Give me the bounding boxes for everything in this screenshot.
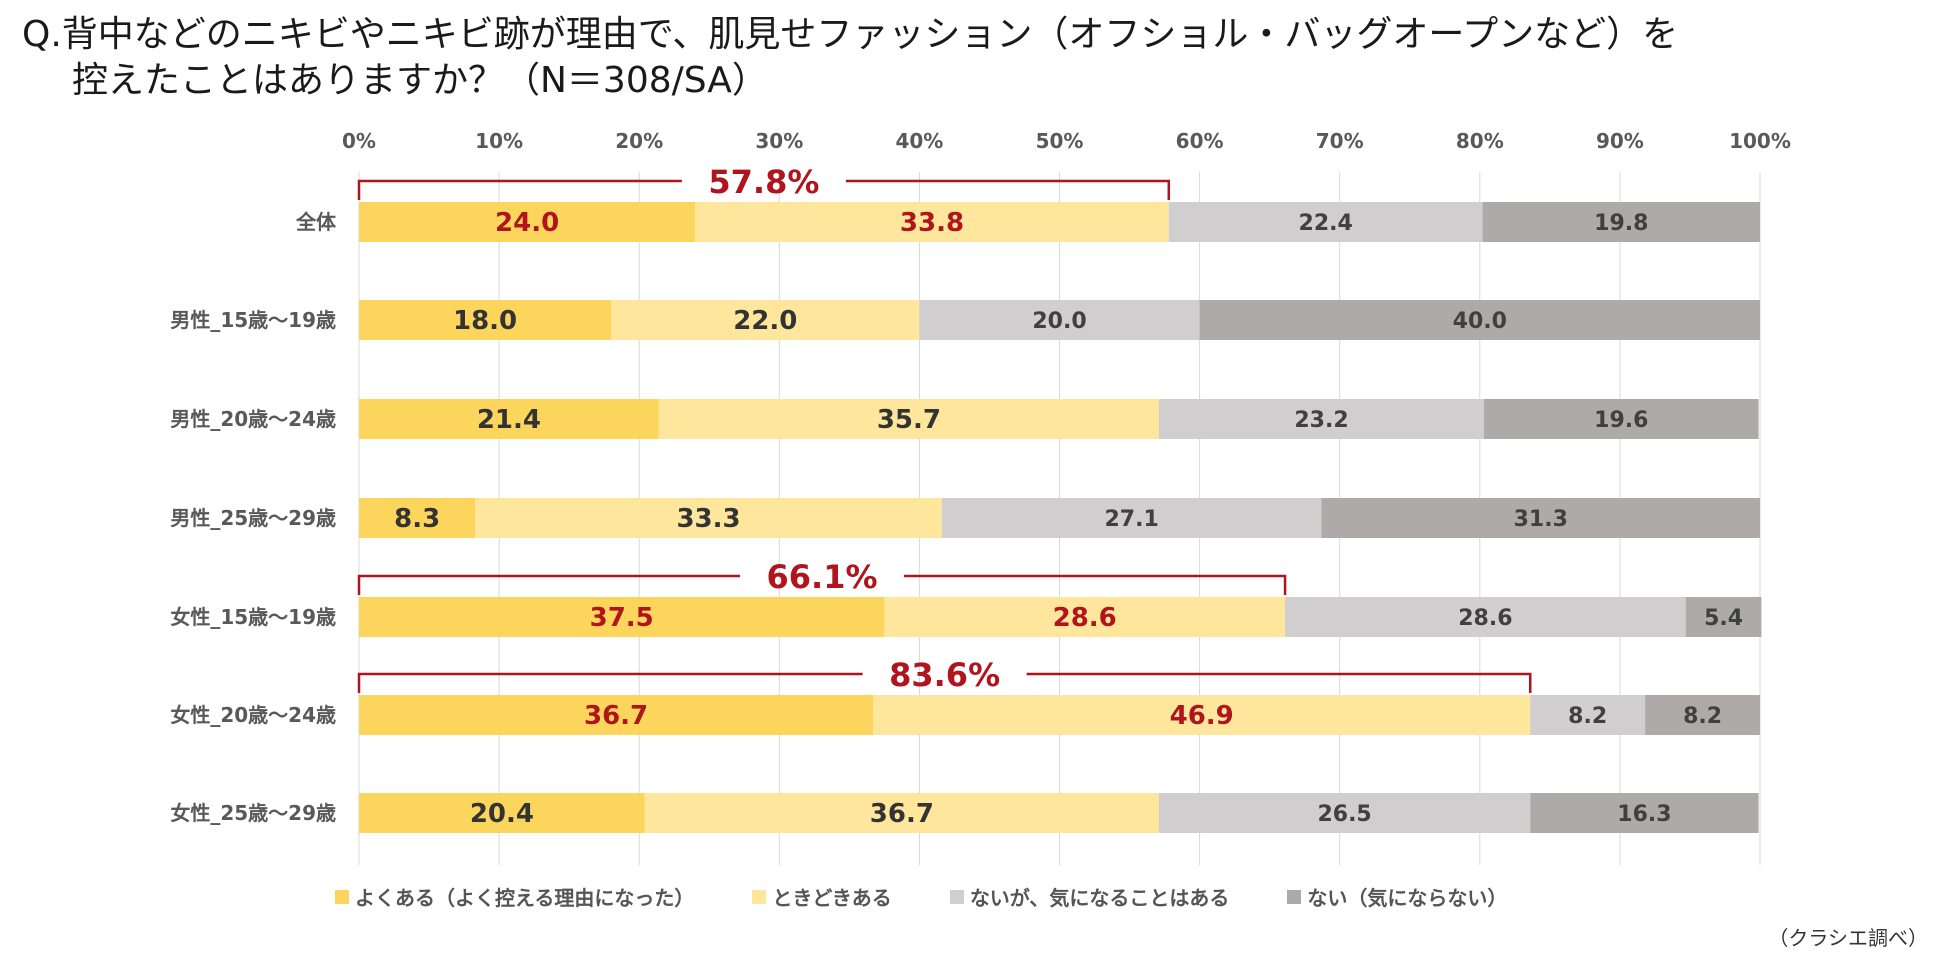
x-tick-label: 90% <box>1596 129 1644 153</box>
bar-segment-notbut <box>1285 597 1686 637</box>
category-label: 男性_20歳～24歳 <box>170 407 336 431</box>
chart-title-line2: 控えたことはありますか？（N＝308/SA） <box>72 60 768 101</box>
category-label: 女性_20歳～24歳 <box>170 703 336 727</box>
legend-item-sometimes: ときどきある <box>752 882 892 911</box>
value-label: 36.7 <box>584 701 648 731</box>
x-tick-label: 40% <box>895 129 943 153</box>
value-label: 18.0 <box>453 306 517 336</box>
bar-segment-sometimes <box>658 399 1159 439</box>
legend-label-notbut: ないが、気になることはある <box>969 886 1230 910</box>
x-tick-label: 80% <box>1456 129 1504 153</box>
legend-swatch-notbut <box>949 889 964 904</box>
bar-segment-never <box>1321 498 1760 538</box>
value-label: 22.4 <box>1299 211 1353 236</box>
category-label: 女性_25歳～29歳 <box>170 801 336 825</box>
legend-swatch-often <box>335 889 349 904</box>
bar-segment-often <box>359 399 659 439</box>
annotation-label: 57.8% <box>708 163 819 201</box>
x-tick-label: 60% <box>1176 129 1224 153</box>
value-label: 33.3 <box>676 504 740 534</box>
legend-swatch-never <box>1287 889 1302 904</box>
value-label: 46.9 <box>1170 701 1234 731</box>
chart-legend: よくある（よく控える理由になった） ときどきある ないが、気になることはある な… <box>335 882 1507 911</box>
value-label: 21.4 <box>477 405 541 435</box>
legend-label-never: ない（気にならない） <box>1307 886 1508 910</box>
category-label: 男性_15歳～19歳 <box>170 308 336 332</box>
annotation-label: 83.6% <box>889 656 1000 694</box>
value-label: 26.5 <box>1317 802 1371 827</box>
annotation-bracket <box>357 179 1171 200</box>
value-label: 36.7 <box>870 799 934 829</box>
x-tick-label: 10% <box>475 129 523 153</box>
bar-segment-sometimes <box>611 300 920 340</box>
x-tick-label: 70% <box>1316 129 1364 153</box>
legend-item-notbut: ないが、気になることはある <box>949 882 1230 911</box>
bar-segment-sometimes <box>695 202 1169 242</box>
bar-segment-sometimes <box>644 793 1159 833</box>
value-label: 40.0 <box>1453 309 1507 334</box>
annotation-bracket <box>357 672 1532 693</box>
bar-segment-often <box>359 793 645 833</box>
value-label: 27.1 <box>1105 507 1159 532</box>
bar-segment-notbut <box>919 300 1200 340</box>
bar-segment-sometimes <box>475 498 942 538</box>
value-label: 20.0 <box>1032 309 1086 334</box>
x-tick-label: 30% <box>755 129 803 153</box>
bar-segment-notbut <box>1530 695 1646 735</box>
bar-segment-notbut <box>1168 202 1483 242</box>
bar-segment-notbut <box>941 498 1322 538</box>
source-note: （クラシエ調べ） <box>1768 926 1928 950</box>
bar-segment-often <box>359 597 885 637</box>
bar-segment-often <box>359 498 476 538</box>
value-label: 20.4 <box>470 799 534 829</box>
bar-segment-sometimes <box>884 597 1286 637</box>
annotation-label: 66.1% <box>767 558 878 596</box>
legend-item-never: ない（気にならない） <box>1287 882 1507 911</box>
x-tick-label: 100% <box>1729 129 1791 153</box>
category-label: 全体 <box>295 210 337 234</box>
annotation-bracket <box>357 574 1287 595</box>
x-tick-label: 20% <box>615 129 663 153</box>
value-label: 19.8 <box>1594 211 1648 236</box>
value-label: 22.0 <box>733 306 797 336</box>
value-label: 16.3 <box>1617 802 1671 827</box>
chart-title: Q.背中などのニキビやニキビ跡が理由で、肌見せファッション（オフショル・バッグオ… <box>22 12 1678 104</box>
bar-segment-notbut <box>1158 399 1485 439</box>
bar-segment-never <box>1685 597 1762 637</box>
x-tick-label: 0% <box>342 129 376 153</box>
legend-label-often: よくある（よく控える理由になった） <box>355 886 695 910</box>
bar-segment-notbut <box>1158 793 1531 833</box>
value-label: 8.3 <box>394 504 440 534</box>
value-label: 19.6 <box>1594 408 1648 433</box>
bar-segment-often <box>359 695 874 735</box>
bar-segment-often <box>359 202 696 242</box>
value-label: 28.6 <box>1053 603 1117 633</box>
bar-segment-never <box>1199 300 1760 340</box>
bar-segment-never <box>1645 695 1760 735</box>
value-label: 8.2 <box>1683 704 1722 729</box>
value-label: 23.2 <box>1294 408 1348 433</box>
category-label: 女性_15歳～19歳 <box>170 605 336 629</box>
value-label: 31.3 <box>1514 507 1568 532</box>
value-label: 33.8 <box>900 208 964 238</box>
category-label: 男性_25歳～29歳 <box>170 506 336 530</box>
value-label: 28.6 <box>1458 606 1512 631</box>
chart-title-line1: Q.背中などのニキビやニキビ跡が理由で、肌見せファッション（オフショル・バッグオ… <box>22 14 1679 55</box>
bar-segment-never <box>1530 793 1759 833</box>
legend-item-often: よくある（よく控える理由になった） <box>335 882 694 911</box>
value-label: 8.2 <box>1568 704 1607 729</box>
bar-segment-often <box>359 300 612 340</box>
bar-segment-never <box>1482 202 1760 242</box>
legend-swatch-sometimes <box>752 889 767 904</box>
value-label: 24.0 <box>495 208 559 238</box>
bar-segment-sometimes <box>873 695 1531 735</box>
value-label: 5.4 <box>1704 606 1743 631</box>
x-tick-label: 50% <box>1036 129 1084 153</box>
value-label: 37.5 <box>590 603 654 633</box>
value-label: 35.7 <box>877 405 941 435</box>
legend-label-sometimes: ときどきある <box>772 886 892 910</box>
bar-segment-never <box>1484 399 1759 439</box>
